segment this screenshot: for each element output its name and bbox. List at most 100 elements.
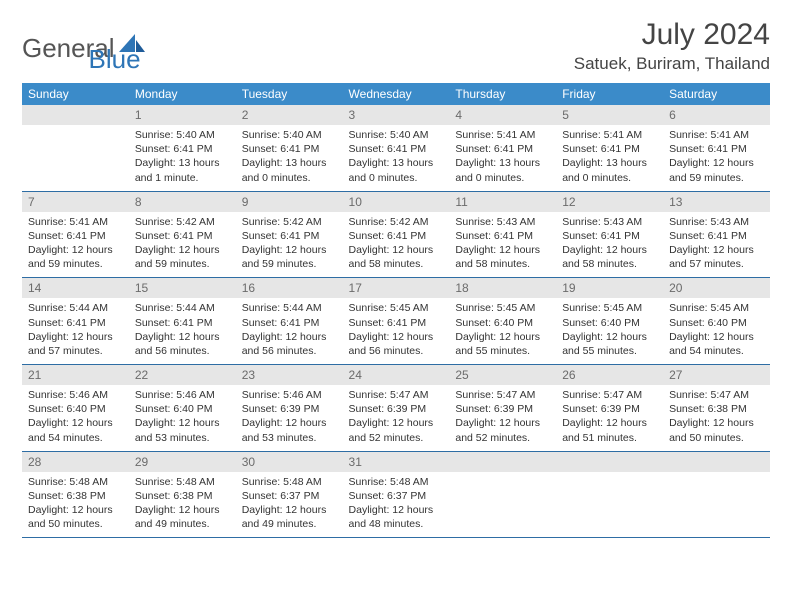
daylight-text: Daylight: 13 hours and 0 minutes. [562,156,657,184]
sunset-text: Sunset: 6:40 PM [28,402,123,416]
sunset-text: Sunset: 6:41 PM [242,316,337,330]
day-number-cell: 15 [129,278,236,299]
sunset-text: Sunset: 6:41 PM [562,229,657,243]
day-body-cell: Sunrise: 5:44 AMSunset: 6:41 PMDaylight:… [236,298,343,364]
daylight-text: Daylight: 12 hours and 50 minutes. [669,416,764,444]
day-number-row: 14151617181920 [22,278,770,299]
sunset-text: Sunset: 6:38 PM [135,489,230,503]
day-number-cell: 30 [236,451,343,472]
sunset-text: Sunset: 6:40 PM [135,402,230,416]
day-body-cell: Sunrise: 5:47 AMSunset: 6:39 PMDaylight:… [449,385,556,451]
day-body-cell: Sunrise: 5:48 AMSunset: 6:38 PMDaylight:… [22,472,129,538]
weekday-heading: Monday [129,83,236,105]
day-body-cell: Sunrise: 5:41 AMSunset: 6:41 PMDaylight:… [449,125,556,191]
daylight-text: Daylight: 12 hours and 52 minutes. [349,416,444,444]
daylight-text: Daylight: 12 hours and 57 minutes. [28,330,123,358]
title-block: July 2024 Satuek, Buriram, Thailand [574,18,770,74]
day-number-cell [556,451,663,472]
weekday-heading: Sunday [22,83,129,105]
header-bar: General Blue July 2024 Satuek, Buriram, … [22,18,770,75]
month-title: July 2024 [574,18,770,52]
day-body-cell: Sunrise: 5:44 AMSunset: 6:41 PMDaylight:… [22,298,129,364]
daylight-text: Daylight: 12 hours and 59 minutes. [669,156,764,184]
sunrise-text: Sunrise: 5:46 AM [28,388,123,402]
day-number-cell: 18 [449,278,556,299]
day-number-cell: 9 [236,191,343,212]
day-number-row: 21222324252627 [22,365,770,386]
day-body-cell: Sunrise: 5:48 AMSunset: 6:37 PMDaylight:… [343,472,450,538]
sunrise-text: Sunrise: 5:45 AM [349,301,444,315]
sunrise-text: Sunrise: 5:45 AM [669,301,764,315]
daylight-text: Daylight: 12 hours and 55 minutes. [455,330,550,358]
day-body-cell: Sunrise: 5:45 AMSunset: 6:40 PMDaylight:… [556,298,663,364]
sunset-text: Sunset: 6:39 PM [242,402,337,416]
day-number-cell: 23 [236,365,343,386]
sunrise-text: Sunrise: 5:47 AM [349,388,444,402]
sunset-text: Sunset: 6:40 PM [562,316,657,330]
day-number-cell: 13 [663,191,770,212]
day-number-cell: 16 [236,278,343,299]
sunrise-text: Sunrise: 5:41 AM [562,128,657,142]
sunrise-text: Sunrise: 5:44 AM [242,301,337,315]
sunset-text: Sunset: 6:41 PM [28,316,123,330]
logo: General Blue [22,22,141,75]
daylight-text: Daylight: 12 hours and 57 minutes. [669,243,764,271]
sunset-text: Sunset: 6:41 PM [135,142,230,156]
sunset-text: Sunset: 6:40 PM [455,316,550,330]
daylight-text: Daylight: 13 hours and 0 minutes. [455,156,550,184]
day-body-cell: Sunrise: 5:47 AMSunset: 6:38 PMDaylight:… [663,385,770,451]
daylight-text: Daylight: 12 hours and 56 minutes. [135,330,230,358]
sunset-text: Sunset: 6:40 PM [669,316,764,330]
day-number-cell: 25 [449,365,556,386]
day-body-cell: Sunrise: 5:45 AMSunset: 6:40 PMDaylight:… [663,298,770,364]
sunrise-text: Sunrise: 5:40 AM [349,128,444,142]
day-body-cell: Sunrise: 5:40 AMSunset: 6:41 PMDaylight:… [236,125,343,191]
day-body-cell: Sunrise: 5:48 AMSunset: 6:37 PMDaylight:… [236,472,343,538]
daylight-text: Daylight: 13 hours and 1 minute. [135,156,230,184]
sunrise-text: Sunrise: 5:41 AM [28,215,123,229]
day-number-cell: 26 [556,365,663,386]
daylight-text: Daylight: 13 hours and 0 minutes. [242,156,337,184]
sunset-text: Sunset: 6:39 PM [349,402,444,416]
calendar-table: Sunday Monday Tuesday Wednesday Thursday… [22,83,770,538]
sunset-text: Sunset: 6:38 PM [669,402,764,416]
day-body-cell: Sunrise: 5:45 AMSunset: 6:41 PMDaylight:… [343,298,450,364]
sunset-text: Sunset: 6:41 PM [455,142,550,156]
day-body-row: Sunrise: 5:46 AMSunset: 6:40 PMDaylight:… [22,385,770,451]
day-number-cell: 19 [556,278,663,299]
day-body-cell: Sunrise: 5:42 AMSunset: 6:41 PMDaylight:… [129,212,236,278]
day-number-cell: 27 [663,365,770,386]
sunset-text: Sunset: 6:37 PM [242,489,337,503]
logo-text-blue: Blue [89,44,141,75]
sunrise-text: Sunrise: 5:43 AM [669,215,764,229]
day-number-cell: 21 [22,365,129,386]
day-body-cell: Sunrise: 5:47 AMSunset: 6:39 PMDaylight:… [556,385,663,451]
weekday-heading: Friday [556,83,663,105]
day-body-cell: Sunrise: 5:43 AMSunset: 6:41 PMDaylight:… [663,212,770,278]
day-body-cell: Sunrise: 5:40 AMSunset: 6:41 PMDaylight:… [129,125,236,191]
daylight-text: Daylight: 12 hours and 58 minutes. [349,243,444,271]
weekday-heading: Wednesday [343,83,450,105]
day-body-cell: Sunrise: 5:42 AMSunset: 6:41 PMDaylight:… [343,212,450,278]
sunset-text: Sunset: 6:41 PM [242,142,337,156]
sunset-text: Sunset: 6:41 PM [349,316,444,330]
day-number-cell: 5 [556,105,663,125]
day-number-cell [22,105,129,125]
daylight-text: Daylight: 12 hours and 59 minutes. [28,243,123,271]
day-number-row: 78910111213 [22,191,770,212]
day-body-cell: Sunrise: 5:40 AMSunset: 6:41 PMDaylight:… [343,125,450,191]
day-body-cell: Sunrise: 5:46 AMSunset: 6:39 PMDaylight:… [236,385,343,451]
sunrise-text: Sunrise: 5:44 AM [135,301,230,315]
day-number-cell [449,451,556,472]
day-number-row: 123456 [22,105,770,125]
day-number-cell: 20 [663,278,770,299]
day-number-cell: 10 [343,191,450,212]
daylight-text: Daylight: 12 hours and 58 minutes. [562,243,657,271]
sunset-text: Sunset: 6:41 PM [242,229,337,243]
day-body-cell [22,125,129,191]
day-number-cell: 14 [22,278,129,299]
day-body-cell: Sunrise: 5:46 AMSunset: 6:40 PMDaylight:… [22,385,129,451]
daylight-text: Daylight: 12 hours and 54 minutes. [669,330,764,358]
sunrise-text: Sunrise: 5:41 AM [455,128,550,142]
daylight-text: Daylight: 12 hours and 56 minutes. [349,330,444,358]
